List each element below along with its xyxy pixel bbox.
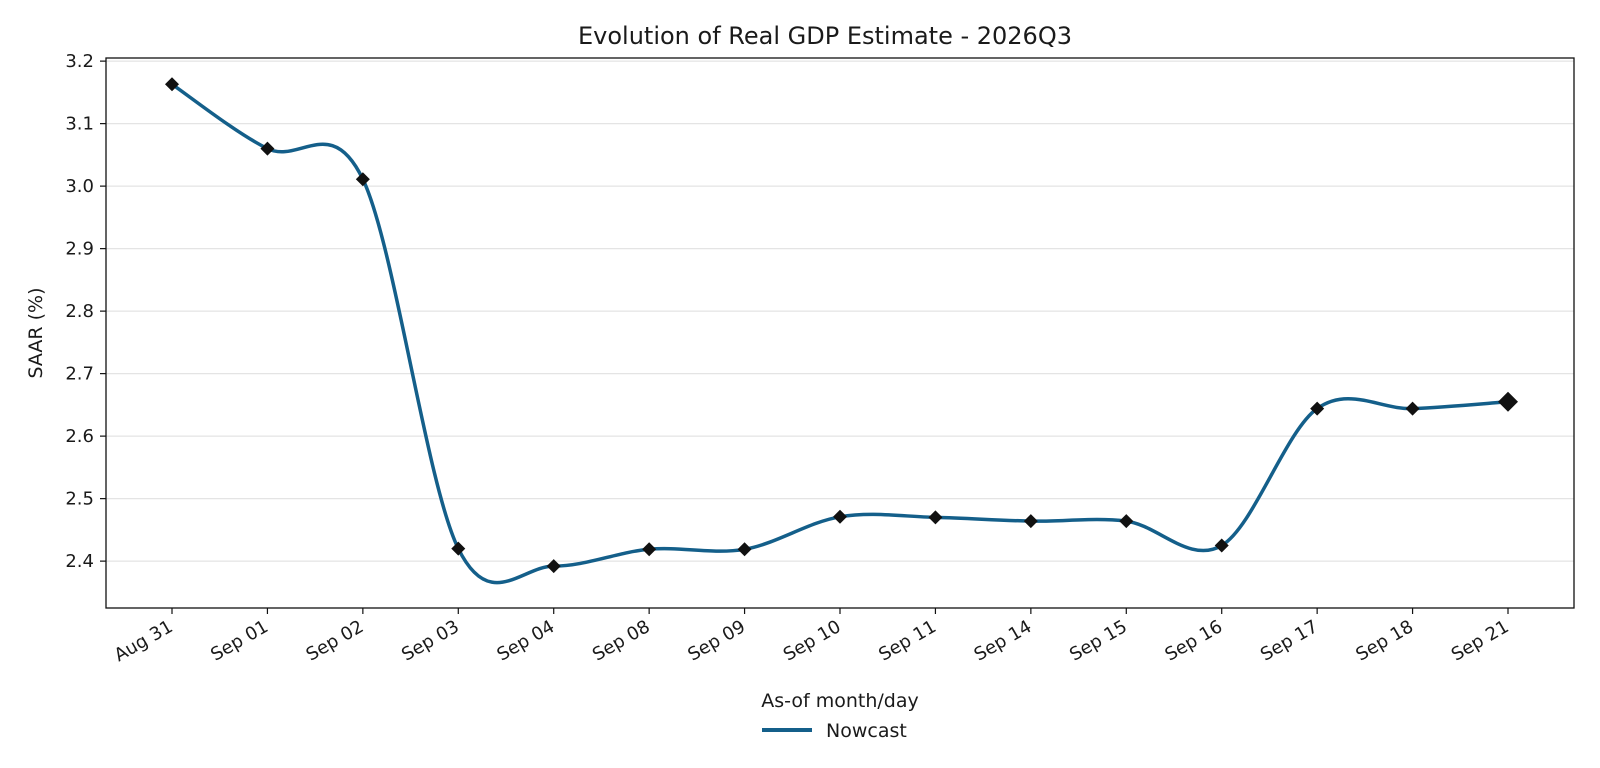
data-point	[260, 141, 275, 156]
data-point	[1310, 401, 1325, 416]
y-tick-label: 2.5	[65, 489, 94, 510]
y-tick-label: 2.4	[65, 551, 94, 572]
y-axis: 2.4 2.5 2.6 2.7 2.8 2.9 3.0 3.1 3.2	[65, 51, 106, 572]
data-point	[1498, 391, 1518, 412]
data-point	[737, 542, 752, 557]
data-point	[165, 77, 179, 92]
y-tick-label: 2.6	[65, 426, 94, 447]
y-axis-label: SAAR (%)	[25, 287, 47, 378]
y-tick-label: 2.7	[65, 364, 94, 385]
x-axis-label: As-of month/day	[761, 690, 918, 712]
y-tick-label: 3.0	[65, 176, 94, 197]
gridlines	[106, 60, 1574, 562]
data-point	[451, 541, 466, 556]
y-tick-label: 2.9	[65, 239, 94, 260]
data-point	[1119, 514, 1134, 529]
legend-label-nowcast: Nowcast	[826, 720, 907, 742]
data-point	[642, 542, 657, 557]
y-tick-label: 3.2	[65, 51, 94, 72]
series-line-nowcast	[170, 82, 1510, 585]
legend: Nowcast	[762, 720, 907, 742]
data-point	[546, 559, 561, 574]
data-point	[355, 172, 370, 187]
data-point	[1214, 538, 1229, 553]
data-point	[1023, 514, 1038, 529]
chart-title: Evolution of Real GDP Estimate - 2026Q3	[578, 22, 1072, 50]
data-point	[833, 509, 847, 524]
y-tick-label: 2.8	[65, 301, 94, 322]
y-tick-label: 3.1	[65, 114, 94, 135]
data-point	[928, 510, 943, 525]
series-layer	[165, 77, 1518, 585]
data-point	[1405, 401, 1420, 416]
